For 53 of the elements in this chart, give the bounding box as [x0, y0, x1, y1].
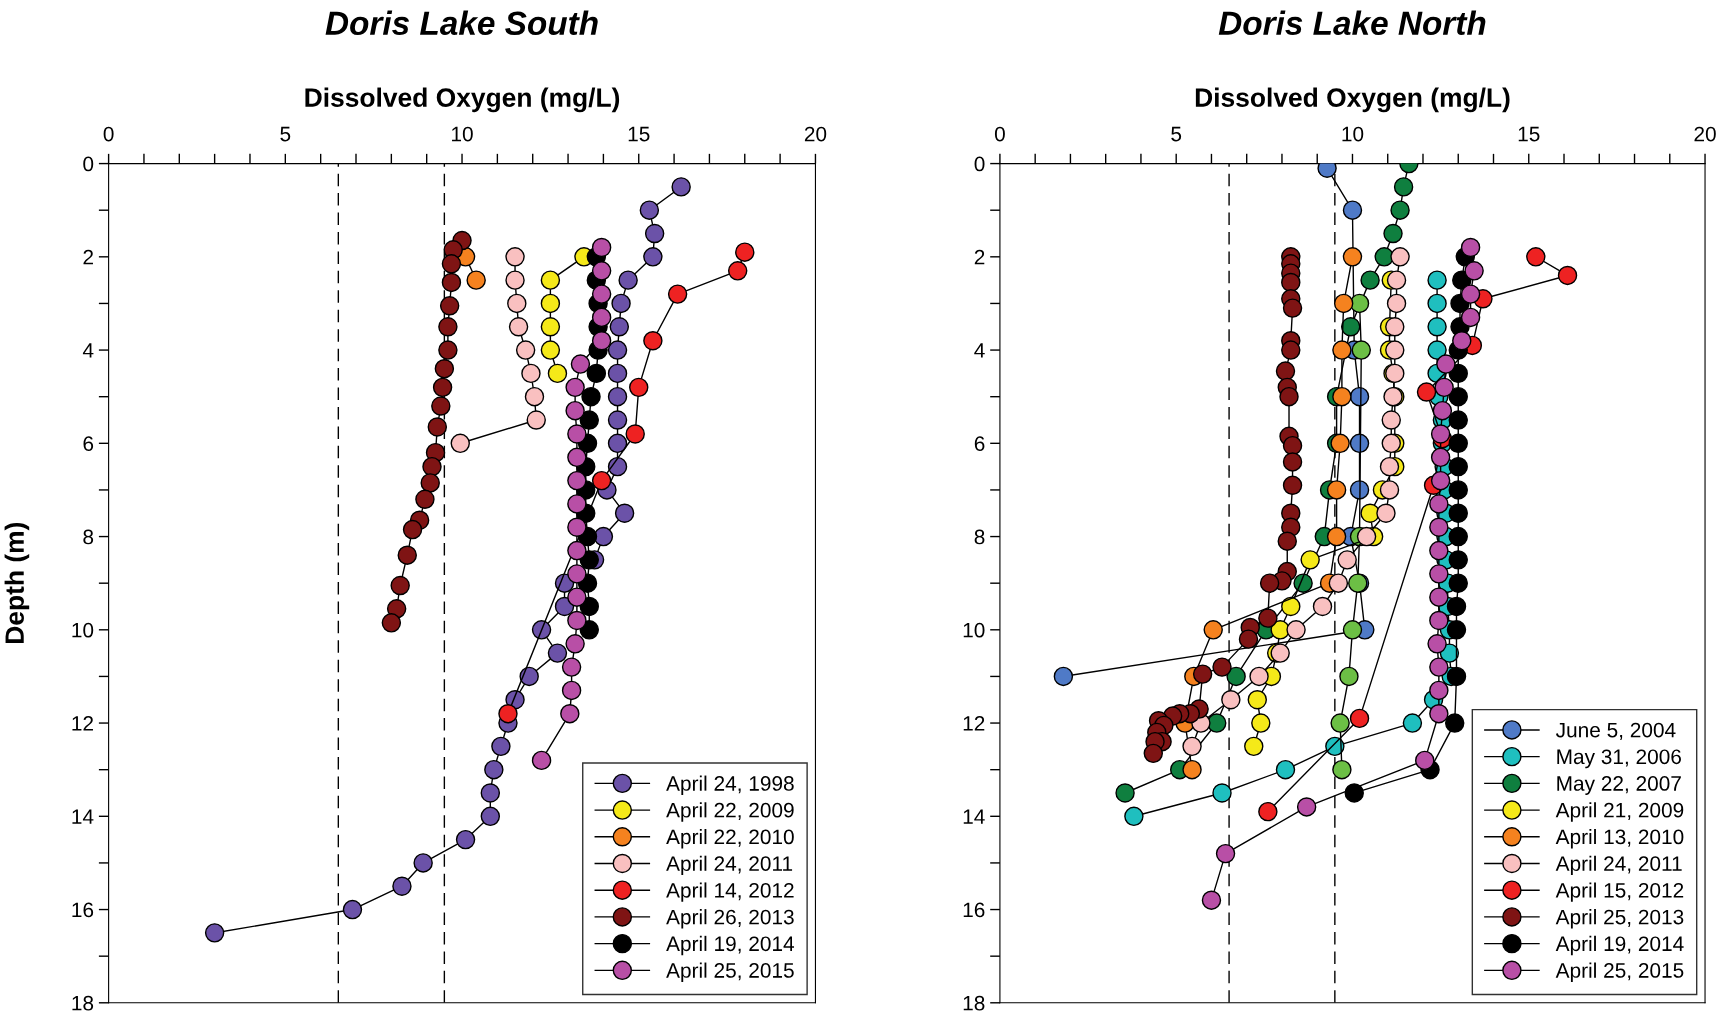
x-axis-title: Dissolved Oxygen (mg/L) — [305, 87, 620, 113]
y-tick-label: 8 — [83, 529, 94, 545]
x-tick-label: 20 — [804, 126, 827, 142]
legend-label: April 24, 2011 — [666, 855, 793, 876]
legend-label: April 15, 2012 — [1555, 882, 1684, 902]
y-tick-label: 18 — [72, 995, 94, 1011]
y-tick-label: 14 — [72, 809, 94, 824]
x-tick-label: 0 — [103, 126, 114, 142]
legend-label: April 26, 2013 — [666, 909, 794, 929]
x-tick-label: 5 — [1171, 126, 1182, 142]
legend-label: April 21, 2009 — [1555, 802, 1684, 822]
legend-label: April 22, 2009 — [666, 802, 794, 822]
x-tick-label: 15 — [1518, 126, 1540, 142]
x-axis-title: Dissolved Oxygen (mg/L) — [1195, 87, 1510, 113]
y-tick-label: 2 — [974, 249, 985, 265]
legend-label: April 14, 2012 — [666, 882, 794, 902]
legend-label: April 19, 2014 — [666, 935, 795, 956]
y-axis-title: Depth (m) — [4, 522, 30, 643]
legend-label: April 19, 2014 — [1555, 935, 1684, 956]
x-tick-label: 10 — [452, 126, 473, 142]
y-tick-label: 14 — [963, 809, 985, 824]
legend-label: April 24, 1998 — [666, 775, 794, 795]
y-tick-label: 12 — [963, 716, 985, 731]
x-tick-label: 0 — [994, 126, 1005, 142]
y-tick-label: 6 — [83, 436, 94, 452]
legend-label: April 24, 2011 — [1555, 855, 1682, 876]
legend-label: April 22, 2010 — [666, 828, 794, 849]
y-tick-label: 16 — [72, 902, 94, 918]
legend-label: May 22, 2007 — [1557, 776, 1681, 795]
y-tick-label: 4 — [82, 343, 94, 358]
chart-title: Doris Lake South — [325, 10, 598, 36]
x-tick-label: 5 — [280, 126, 291, 142]
y-tick-label: 16 — [963, 902, 985, 918]
legend-label: April 25, 2015 — [1555, 962, 1684, 982]
legend-label: June 5, 2004 — [1555, 722, 1676, 740]
legend-label: May 31, 2006 — [1557, 749, 1681, 769]
y-tick-label: 0 — [974, 156, 985, 172]
legend-label: April 25, 2015 — [666, 962, 794, 982]
y-tick-label: 2 — [83, 249, 93, 265]
x-tick-label: 20 — [1694, 126, 1716, 142]
y-tick-label: 0 — [83, 156, 94, 172]
y-tick-label: 10 — [963, 622, 985, 638]
x-tick-label: 10 — [1342, 126, 1364, 142]
y-tick-label: 6 — [974, 436, 985, 452]
legend-label: April 13, 2010 — [1555, 828, 1684, 849]
x-tick-label: 15 — [628, 126, 650, 142]
y-tick-label: 10 — [72, 622, 94, 638]
y-tick-label: 18 — [963, 995, 985, 1011]
legend-label: April 25, 2013 — [1555, 909, 1684, 929]
y-tick-label: 8 — [974, 529, 985, 545]
y-tick-label: 4 — [974, 343, 985, 358]
chart-title: Doris Lake North — [1218, 10, 1486, 36]
y-tick-label: 12 — [72, 716, 93, 731]
